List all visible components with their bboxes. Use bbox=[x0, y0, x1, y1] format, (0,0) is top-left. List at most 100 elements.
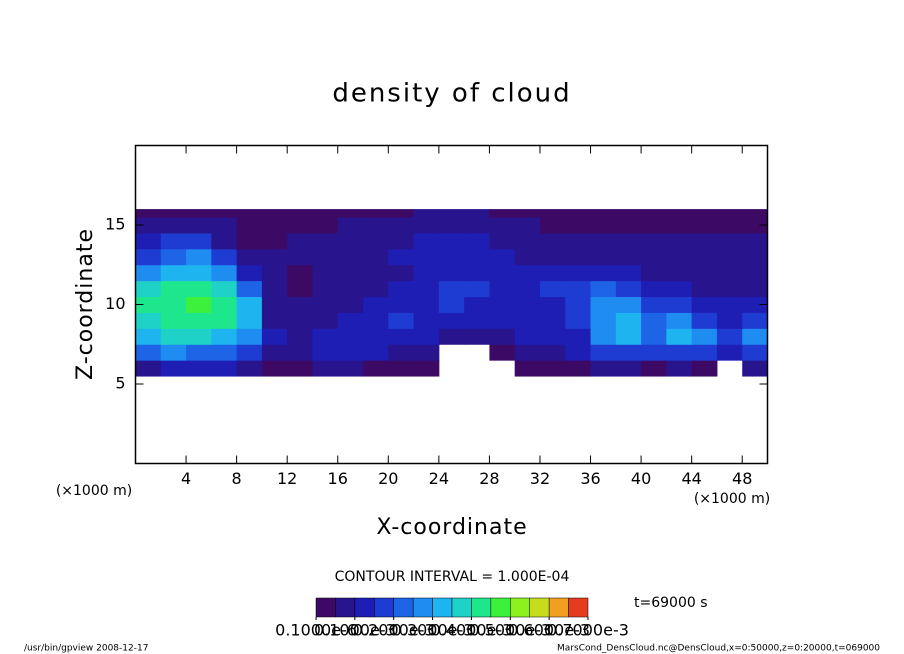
field-cell bbox=[363, 264, 389, 282]
field-cell bbox=[539, 360, 566, 377]
field-cell bbox=[565, 232, 592, 250]
field-cell bbox=[160, 328, 187, 345]
field-cell bbox=[160, 312, 187, 329]
field-cell bbox=[514, 280, 541, 298]
field-cell bbox=[312, 344, 339, 361]
field-cell bbox=[514, 296, 541, 313]
x-tick-label: 48 bbox=[732, 469, 752, 488]
x-unit-label: (×1000 m) bbox=[56, 483, 132, 499]
field-cell bbox=[135, 344, 162, 361]
field-cell bbox=[337, 328, 364, 345]
field-cell bbox=[413, 296, 440, 313]
field-cell bbox=[363, 217, 389, 234]
field-cell bbox=[261, 248, 288, 266]
field-cell bbox=[160, 296, 187, 313]
field-cell bbox=[388, 232, 415, 250]
field-cell bbox=[539, 209, 566, 218]
field-cell bbox=[565, 280, 592, 298]
field-cell bbox=[590, 232, 617, 250]
x-tick-label: 12 bbox=[277, 469, 297, 488]
field-cell bbox=[337, 232, 364, 250]
field-cell bbox=[691, 280, 718, 298]
field-cell bbox=[160, 232, 187, 250]
field-cell bbox=[135, 312, 162, 329]
field-cell bbox=[615, 217, 642, 234]
field-cell bbox=[363, 248, 389, 266]
field-cell bbox=[464, 248, 490, 266]
field-cell bbox=[641, 296, 667, 313]
field-cell bbox=[489, 344, 516, 361]
field-cell bbox=[236, 280, 263, 298]
field-cell bbox=[716, 328, 743, 345]
x-tick-label: 28 bbox=[479, 469, 499, 488]
field-cell bbox=[287, 280, 313, 298]
field-cell bbox=[489, 280, 516, 298]
field-cell bbox=[312, 280, 339, 298]
field-cell bbox=[590, 209, 617, 218]
field-cell bbox=[539, 328, 566, 345]
field-cell bbox=[261, 296, 288, 313]
field-cell bbox=[691, 344, 718, 361]
field-cell bbox=[716, 344, 743, 361]
field-cell bbox=[211, 296, 238, 313]
field-cell bbox=[236, 360, 263, 377]
field-cell bbox=[641, 280, 667, 298]
field-cell bbox=[211, 344, 238, 361]
field-cell bbox=[514, 217, 541, 234]
field-cell bbox=[438, 328, 465, 345]
colorbar-cell bbox=[529, 597, 550, 618]
y-tick-label: 10 bbox=[105, 294, 125, 313]
colorbar-cell bbox=[548, 597, 569, 618]
field-cell bbox=[388, 209, 415, 218]
field-cell bbox=[565, 328, 592, 345]
field-cell bbox=[666, 217, 693, 234]
colorbar-cell bbox=[374, 597, 394, 618]
field-cell bbox=[135, 296, 162, 313]
field-cell bbox=[691, 232, 718, 250]
field-cell bbox=[514, 344, 541, 361]
field-cell bbox=[539, 217, 566, 234]
field-cell bbox=[413, 344, 440, 361]
field-cell bbox=[464, 312, 490, 329]
footer-right: MarsCond_DensCloud.nc@DensCloud,x=0:5000… bbox=[557, 644, 880, 654]
field-cell bbox=[590, 264, 617, 282]
field-cell bbox=[287, 328, 313, 345]
x-tick-label: 16 bbox=[328, 469, 348, 488]
field-cell bbox=[514, 312, 541, 329]
field-cell bbox=[539, 264, 566, 282]
colorbar-tick-label: 0.5000e-3 bbox=[469, 621, 551, 640]
field-cell bbox=[489, 328, 516, 345]
field-cell bbox=[261, 328, 288, 345]
x-tick-label: 24 bbox=[429, 469, 449, 488]
field-cell bbox=[691, 217, 718, 234]
field-cell bbox=[590, 344, 617, 361]
field-cell bbox=[287, 264, 313, 282]
field-cell bbox=[691, 209, 718, 218]
field-cell bbox=[641, 209, 667, 218]
field-cell bbox=[337, 312, 364, 329]
field-cell bbox=[388, 248, 415, 266]
field-cell bbox=[413, 312, 440, 329]
field-cell bbox=[287, 248, 313, 266]
field-cell bbox=[438, 296, 465, 313]
x-unit-label: (×1000 m) bbox=[694, 491, 770, 507]
y-axis-label: Z-coordinate bbox=[73, 228, 98, 380]
field-cell bbox=[438, 264, 465, 282]
field-cell bbox=[489, 209, 516, 218]
field-cell bbox=[514, 264, 541, 282]
field-cell bbox=[211, 232, 238, 250]
field-cell bbox=[363, 328, 389, 345]
field-cell bbox=[514, 209, 541, 218]
field-cell bbox=[565, 312, 592, 329]
field-cell bbox=[742, 344, 768, 361]
field-cell bbox=[565, 248, 592, 266]
field-cell bbox=[363, 280, 389, 298]
field-cell bbox=[287, 360, 313, 377]
field-cell bbox=[363, 344, 389, 361]
field-cell bbox=[413, 217, 440, 234]
field-cell bbox=[413, 264, 440, 282]
colorbar-cell bbox=[510, 597, 530, 618]
x-tick-label: 8 bbox=[232, 469, 242, 488]
field-cell bbox=[186, 264, 212, 282]
